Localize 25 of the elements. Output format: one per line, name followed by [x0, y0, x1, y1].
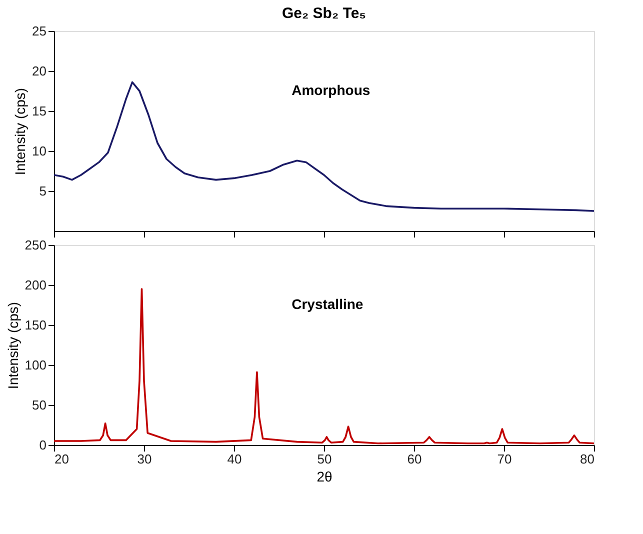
y-tick-label: 150	[24, 318, 46, 332]
y-tick-label: 10	[32, 144, 46, 158]
y-tick-label: 15	[32, 104, 46, 118]
x-tick-label: 60	[407, 452, 422, 466]
line-series	[54, 81, 594, 212]
y-tick-label: 200	[24, 278, 46, 292]
annotation: Amorphous	[292, 82, 370, 98]
y-tick-label: 100	[24, 358, 46, 372]
y-tick-label: 50	[32, 398, 46, 412]
x-tick-label: 80	[580, 452, 594, 466]
x-tick-label: 70	[497, 452, 512, 466]
x-axis-title: 2θ	[316, 468, 332, 484]
y-tick-label: 20	[32, 64, 46, 78]
y-axis-title: Intensity (cps)	[12, 88, 28, 176]
x-tick-label: 20	[54, 452, 69, 466]
x-tick-label: 40	[227, 452, 242, 466]
y-tick-label: 5	[39, 184, 46, 198]
x-tick-label: 30	[137, 452, 152, 466]
y-tick-label: 250	[24, 238, 46, 252]
chart-title: Ge₂ Sb₂ Te₅	[282, 5, 366, 22]
y-tick-label: 0	[39, 438, 46, 452]
annotation: Crystalline	[292, 296, 364, 312]
y-axis-title: Intensity (cps)	[4, 302, 21, 390]
x-tick-label: 50	[317, 452, 332, 466]
y-tick-label: 25	[32, 24, 46, 38]
